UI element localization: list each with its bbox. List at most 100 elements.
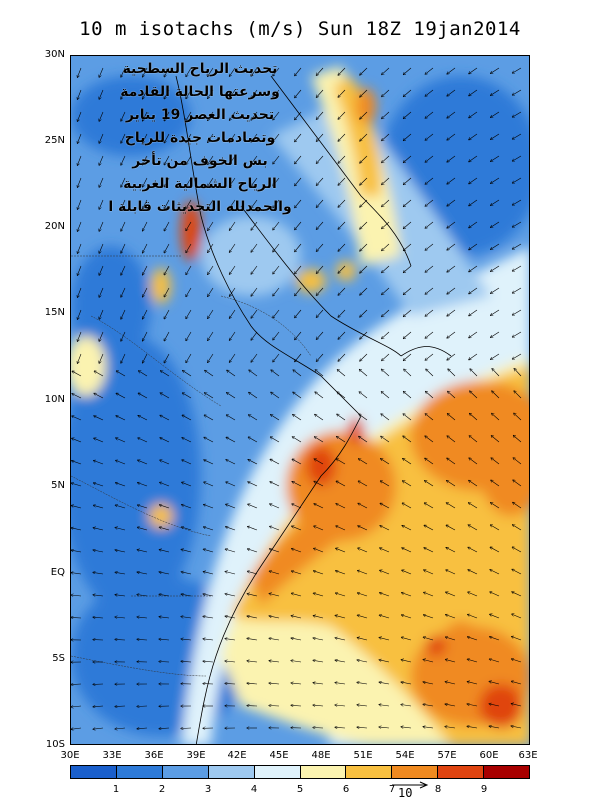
wind-vector bbox=[512, 309, 522, 315]
wind-vector bbox=[164, 67, 170, 77]
wind-vector bbox=[447, 243, 456, 250]
wind-vector bbox=[403, 199, 412, 207]
wind-vector bbox=[164, 155, 170, 165]
wind-vector bbox=[99, 243, 104, 253]
wind-vector bbox=[138, 416, 148, 421]
wind-vector bbox=[382, 353, 390, 361]
wind-vector bbox=[186, 67, 192, 77]
wind-vector bbox=[335, 638, 346, 641]
wind-vector bbox=[316, 353, 324, 361]
wind-vector bbox=[489, 726, 500, 729]
wind-vector bbox=[381, 392, 390, 399]
lat-label: 5S bbox=[52, 653, 65, 664]
wind-vector bbox=[121, 111, 126, 121]
lat-label: 15N bbox=[44, 307, 65, 318]
wind-vector bbox=[159, 550, 170, 553]
wind-vector bbox=[316, 111, 324, 119]
wind-vector bbox=[295, 155, 302, 164]
wind-vector bbox=[335, 660, 346, 663]
wind-vector bbox=[143, 287, 148, 297]
lon-label: 57E bbox=[437, 750, 457, 761]
wind-vector bbox=[121, 67, 126, 77]
wind-vector bbox=[273, 309, 280, 318]
wind-vector bbox=[143, 221, 148, 231]
wind-vector bbox=[403, 133, 412, 141]
colorbar-label: 9 bbox=[480, 784, 488, 795]
wind-vector bbox=[249, 415, 258, 421]
wind-vector bbox=[295, 309, 302, 318]
wind-vector bbox=[335, 727, 346, 728]
wind-vector bbox=[116, 371, 126, 377]
wind-vector bbox=[469, 265, 478, 272]
wind-vector bbox=[138, 460, 148, 465]
wind-vector bbox=[379, 660, 390, 663]
wind-vector bbox=[425, 458, 434, 465]
wind-vector bbox=[269, 661, 280, 662]
wind-vector bbox=[137, 595, 148, 597]
wind-vector bbox=[205, 393, 214, 399]
wind-vector bbox=[338, 309, 346, 317]
wind-vector bbox=[229, 221, 236, 230]
wind-vector bbox=[164, 111, 170, 121]
wind-vector bbox=[182, 438, 192, 443]
wind-vector bbox=[229, 331, 236, 340]
wind-vector bbox=[379, 705, 390, 706]
wind-vector bbox=[121, 155, 126, 165]
wind-vector bbox=[99, 265, 104, 275]
wind-vector bbox=[382, 67, 390, 75]
wind-vector bbox=[381, 414, 390, 421]
wind-vector bbox=[447, 331, 456, 338]
wind-vector bbox=[143, 155, 148, 165]
wind-vector bbox=[121, 89, 126, 99]
wind-vector bbox=[121, 199, 126, 209]
wind-vector bbox=[121, 133, 126, 143]
wind-vector bbox=[229, 287, 236, 296]
wind-vector bbox=[273, 89, 280, 98]
wind-vector bbox=[204, 415, 214, 421]
wind-vector bbox=[71, 550, 82, 553]
wind-vector bbox=[447, 177, 456, 184]
wind-vector bbox=[181, 594, 192, 597]
wind-vector bbox=[511, 681, 522, 685]
wind-vector bbox=[269, 594, 280, 597]
wind-vector bbox=[491, 353, 500, 359]
wind-vector bbox=[229, 243, 236, 252]
wind-vector bbox=[271, 370, 280, 377]
wind-vector bbox=[186, 287, 192, 297]
wind-vector bbox=[227, 393, 236, 399]
wind-vector bbox=[251, 221, 258, 230]
wind-vector bbox=[468, 547, 478, 553]
wind-vector bbox=[77, 243, 82, 253]
wind-vector bbox=[116, 438, 126, 443]
wind-vector bbox=[143, 89, 148, 99]
wind-vector bbox=[208, 287, 214, 296]
wind-vector bbox=[229, 133, 236, 142]
wind-vector bbox=[491, 155, 500, 161]
wind-vector bbox=[514, 369, 522, 377]
wind-vector bbox=[208, 309, 214, 318]
wind-vector bbox=[115, 617, 126, 618]
wind-vector bbox=[181, 661, 192, 662]
wind-vector bbox=[251, 199, 258, 208]
wind-vector bbox=[423, 637, 434, 641]
lat-label: 25N bbox=[44, 135, 65, 146]
wind-vector bbox=[99, 331, 104, 341]
reference-vector-label: 10 bbox=[398, 786, 413, 800]
wind-vector bbox=[164, 89, 170, 99]
wind-vector bbox=[313, 728, 324, 729]
wind-vector bbox=[269, 616, 280, 619]
wind-vector bbox=[159, 617, 170, 618]
wind-vector bbox=[186, 89, 192, 99]
wind-vector bbox=[251, 133, 258, 142]
lat-label: 30N bbox=[44, 49, 65, 60]
wind-vector bbox=[359, 459, 368, 465]
wind-vector bbox=[469, 111, 478, 118]
wind-vector bbox=[512, 155, 522, 161]
wind-vector bbox=[381, 436, 390, 443]
wind-vector bbox=[251, 287, 258, 296]
wind-vector bbox=[360, 331, 368, 339]
wind-vector bbox=[403, 309, 412, 317]
wind-vector bbox=[446, 548, 456, 553]
wind-vector bbox=[291, 705, 302, 706]
wind-vector bbox=[491, 67, 500, 73]
